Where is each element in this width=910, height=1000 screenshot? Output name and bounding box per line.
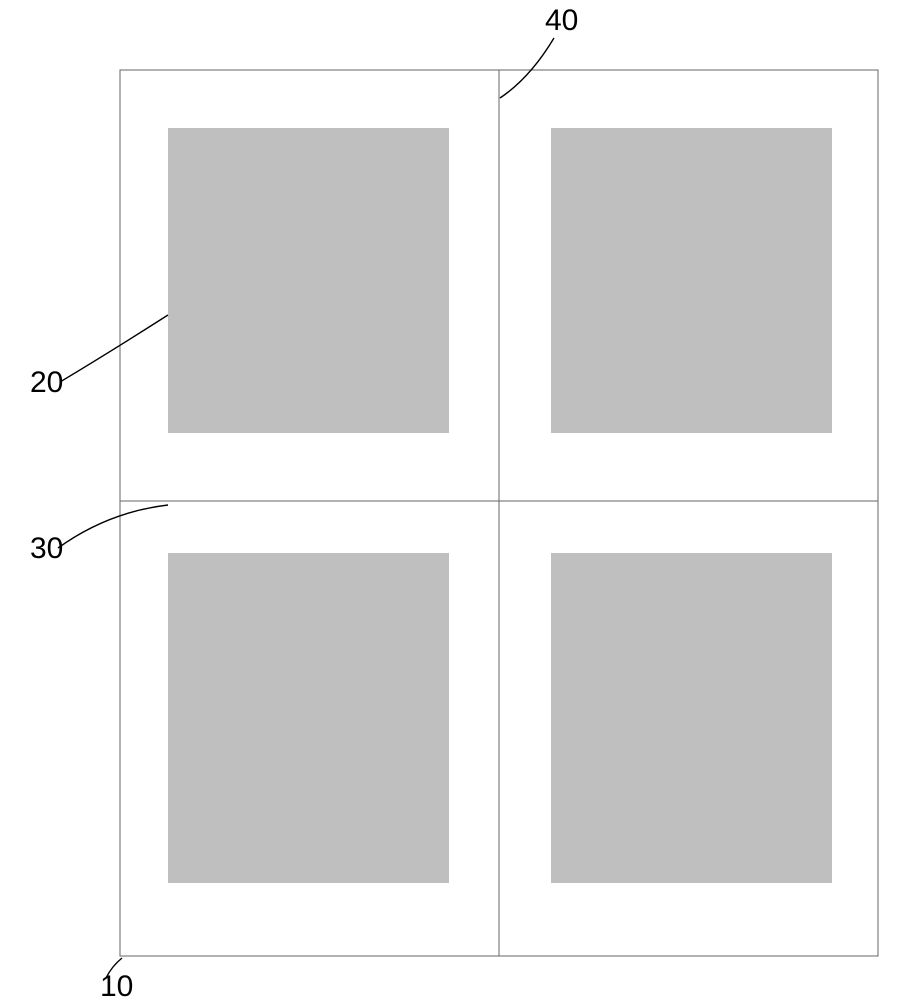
callout-label-40: 40 bbox=[545, 4, 578, 37]
callout-label-30: 30 bbox=[30, 532, 63, 565]
callout-label-20: 20 bbox=[30, 366, 63, 399]
inner-rect-tl bbox=[168, 128, 449, 433]
inner-rect-br bbox=[551, 553, 832, 883]
callout-label-10: 10 bbox=[100, 970, 133, 1000]
inner-rect-bl bbox=[168, 553, 449, 883]
inner-rect-tr bbox=[551, 128, 832, 433]
